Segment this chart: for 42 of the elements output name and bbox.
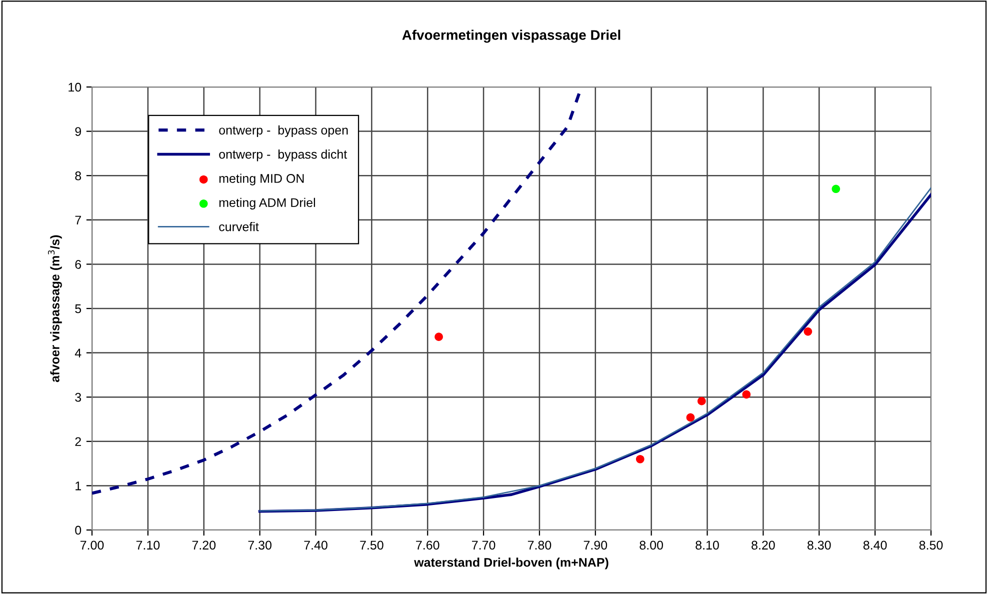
y-tick-label: 1: [76, 482, 81, 490]
y-tick-label: 7: [75, 216, 81, 224]
point: [804, 327, 812, 336]
x-tick-label: 8.30: [808, 540, 831, 550]
x-tick-label: 7.60: [416, 540, 440, 550]
legend-label: ontwerp - bypass dicht: [219, 150, 348, 162]
y-tick-label: 5: [75, 304, 82, 314]
legend-label: curvefit: [219, 222, 259, 232]
x-tick-label: 7.40: [304, 540, 328, 550]
x-tick-label: 7.50: [360, 540, 384, 550]
point: [742, 390, 751, 399]
x-tick-label: 8.20: [752, 540, 775, 550]
legend-label: meting ADM Driel: [219, 198, 316, 210]
x-tick-label: 7.80: [528, 540, 552, 550]
x-tick-label: 8.00: [640, 540, 664, 550]
x-tick-label: 7.10: [136, 540, 160, 550]
x-tick-label: 8.10: [696, 540, 719, 550]
x-tick-label: 7.90: [584, 540, 608, 550]
y-tick-label: 6: [75, 260, 82, 269]
point: [686, 413, 695, 422]
x-tick-label: 7.30: [248, 540, 272, 550]
x-tick-label: 8.50: [919, 540, 943, 550]
y-axis-title: afvoer vispassage (m$^{3}$/s): [48, 235, 62, 382]
chart-title: Afvoermetingen vispassage Driel: [402, 30, 620, 43]
point: [832, 184, 840, 194]
y-tick-label: 9: [75, 127, 81, 136]
y-tick-label: 2: [75, 437, 81, 446]
point: [636, 454, 644, 464]
y-tick-label: 10: [68, 82, 82, 92]
legend-label: meting MID ON: [219, 174, 304, 186]
legend-label: ontwerp - bypass open: [219, 125, 348, 138]
point: [434, 332, 443, 342]
y-tick-label: 3: [75, 392, 82, 402]
y-tick-label: 8: [75, 171, 82, 180]
x-axis-title: waterstand Driel-boven (m+NAP): [414, 558, 608, 570]
x-tick-label: 8.40: [863, 540, 887, 550]
x-tick-label: 7.70: [472, 540, 496, 550]
point: [698, 396, 706, 406]
y-tick-label: 4: [74, 348, 82, 358]
x-tick-label: 7.00: [80, 540, 104, 550]
y-tick-label: 0: [75, 526, 82, 535]
x-tick-label: 7.20: [192, 540, 216, 550]
